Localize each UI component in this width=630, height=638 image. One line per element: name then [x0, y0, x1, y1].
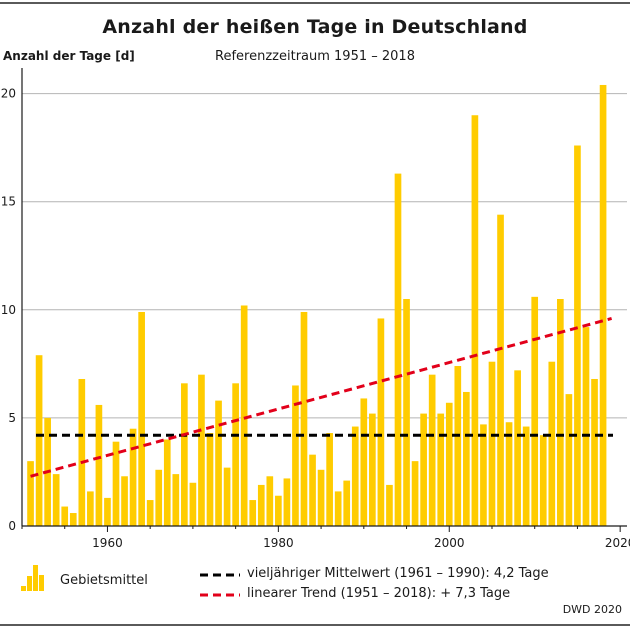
x-tick-label: 2000	[434, 536, 465, 550]
chart-title: Anzahl der heißen Tage in Deutschland	[102, 16, 528, 38]
bar-1963	[129, 428, 137, 526]
bar-2010	[531, 296, 539, 526]
bar-1955	[61, 506, 69, 526]
bar-1973	[215, 400, 222, 526]
x-tick-label: 1960	[92, 536, 123, 550]
bar-1995	[403, 299, 410, 526]
bar-2014	[565, 394, 573, 526]
bar-1972	[206, 433, 214, 526]
bar-1958	[87, 491, 94, 526]
bar-1993	[386, 484, 393, 526]
bar-1985	[317, 469, 325, 526]
bar-1956	[69, 513, 77, 526]
legend-bars-icon	[21, 565, 44, 591]
legend-bar-piece-0	[21, 586, 26, 591]
bar-2005	[488, 361, 496, 526]
bar-2007	[505, 422, 513, 526]
bar-2013	[557, 299, 564, 526]
legend-bar-piece-1	[27, 576, 32, 591]
bar-1971	[198, 374, 205, 526]
bar-1978	[257, 484, 265, 526]
bar-1996	[411, 461, 419, 526]
bar-2000	[445, 402, 453, 526]
bar-2002	[463, 391, 470, 526]
x-tick-label: 2020	[605, 536, 630, 550]
trend-line	[30, 317, 613, 478]
bar-1979	[266, 476, 274, 526]
bar-1984	[309, 454, 316, 526]
bar-2017	[591, 378, 598, 526]
bar-1990	[360, 398, 368, 526]
bar-1962	[121, 476, 128, 526]
bar-1951	[27, 461, 34, 526]
y-tick-label: 0	[8, 519, 16, 533]
bar-1991	[369, 413, 376, 526]
bar-1981	[283, 478, 291, 526]
bottom-rule	[0, 624, 630, 626]
bar-1957	[78, 378, 86, 526]
bar-1977	[249, 500, 257, 526]
bar-1965	[146, 500, 154, 526]
bar-2008	[514, 370, 521, 526]
y-tick-label: 15	[1, 195, 16, 209]
bar-2012	[548, 361, 556, 526]
bar-1960	[104, 497, 111, 526]
bar-1986	[326, 433, 333, 526]
y-tick-label: 10	[1, 303, 16, 317]
bar-1970	[189, 482, 197, 526]
bar-1997	[420, 413, 427, 526]
bar-2006	[497, 214, 504, 526]
bar-1974	[223, 467, 231, 526]
x-tick-label: 1980	[263, 536, 294, 550]
source-credit: DWD 2020	[562, 603, 622, 616]
y-axis-label: Anzahl der Tage [d]	[3, 49, 135, 63]
bar-1994	[394, 173, 402, 526]
legend-bar-piece-2	[33, 565, 38, 591]
top-rule	[0, 2, 630, 4]
legend-bars-label: Gebietsmittel	[60, 573, 148, 588]
bar-1969	[181, 383, 188, 526]
bar-2018	[599, 84, 607, 526]
bar-1998	[428, 374, 436, 526]
bar-2016	[582, 327, 590, 526]
bar-1987	[334, 491, 342, 526]
chart-subtitle: Referenzzeitraum 1951 – 2018	[215, 49, 415, 64]
bar-1976	[240, 305, 248, 526]
bar-1964	[138, 311, 145, 526]
bar-2009	[522, 426, 530, 526]
bar-1952	[35, 355, 43, 526]
bar-1982	[292, 385, 299, 526]
bar-1966	[155, 469, 163, 526]
bar-1961	[112, 441, 120, 526]
bar-2015	[574, 145, 581, 526]
bar-1999	[437, 413, 445, 526]
bar-1989	[351, 426, 359, 526]
bar-2003	[471, 115, 479, 526]
legend-mean-label: vieljähriger Mittelwert (1961 – 1990): 4…	[247, 566, 549, 581]
bar-1968	[172, 474, 180, 526]
bar-1992	[377, 318, 385, 526]
y-tick-label: 5	[8, 411, 16, 425]
bar-1980	[275, 495, 282, 526]
bar-1959	[95, 404, 103, 526]
bar-1988	[343, 480, 351, 526]
bar-2004	[480, 424, 487, 526]
bar-1967	[163, 439, 171, 526]
bar-1954	[52, 474, 60, 526]
bar-2001	[454, 366, 462, 526]
bar-2011	[539, 435, 547, 526]
legend-bar-piece-3	[39, 575, 44, 591]
bar-1975	[232, 383, 239, 526]
y-tick-label: 20	[1, 87, 16, 101]
legend-trend-label: linearer Trend (1951 – 2018): + 7,3 Tage	[247, 586, 511, 601]
bar-1983	[300, 311, 308, 526]
